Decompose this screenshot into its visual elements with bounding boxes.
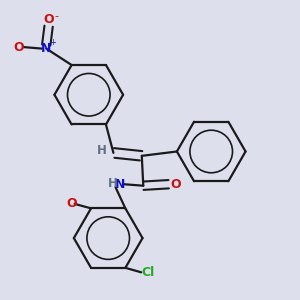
Text: O: O <box>170 178 181 191</box>
Text: O: O <box>66 197 77 210</box>
Text: +: + <box>50 38 56 46</box>
Text: H: H <box>97 144 107 157</box>
Text: N: N <box>115 178 125 191</box>
Text: Cl: Cl <box>141 266 154 279</box>
Text: N: N <box>41 42 51 55</box>
Text: O: O <box>13 40 24 54</box>
Text: -: - <box>54 11 58 21</box>
Text: O: O <box>43 13 54 26</box>
Text: H: H <box>108 177 118 190</box>
